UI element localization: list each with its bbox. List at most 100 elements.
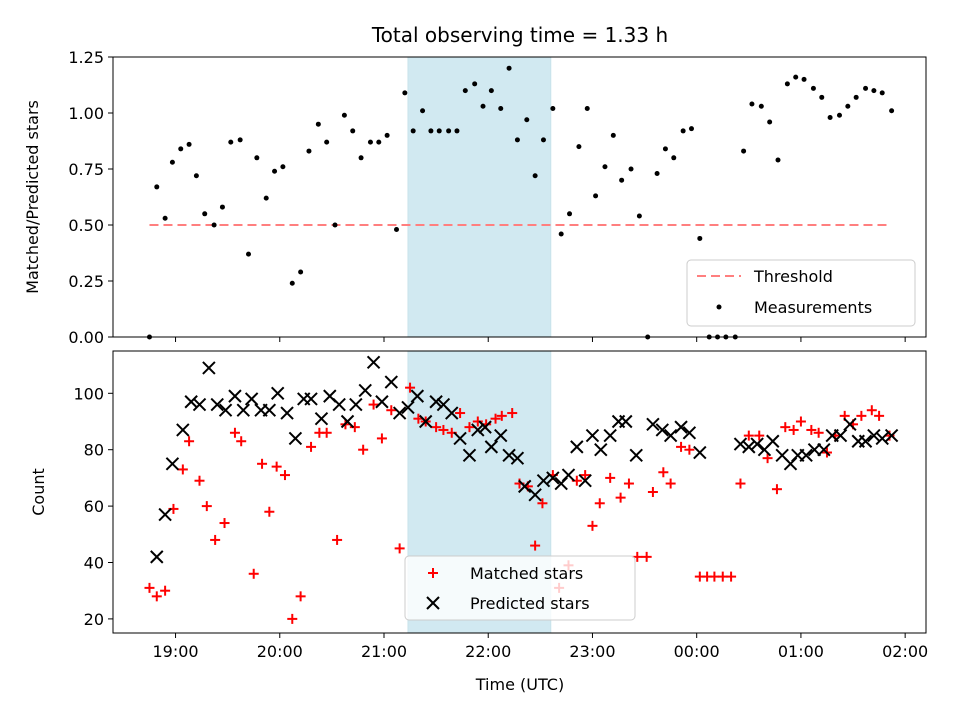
measurement-point — [498, 106, 504, 112]
predicted-star-point — [429, 395, 443, 409]
matched-star-point — [376, 433, 387, 444]
matched-star-point — [264, 506, 275, 517]
predicted-star-point — [445, 406, 459, 420]
measurement-point — [550, 106, 556, 112]
predicted-star-point — [742, 440, 756, 454]
predicted-star-point — [418, 414, 433, 429]
legend-matched-swatch — [428, 568, 438, 578]
x-tick-label: 20:00 — [257, 642, 303, 661]
measurement-point — [272, 168, 278, 174]
x-tick-label: 19:00 — [152, 642, 198, 661]
matched-star-point — [455, 408, 466, 419]
measurement-point — [628, 166, 634, 172]
matched-star-point — [160, 585, 171, 596]
predicted-star-point — [817, 442, 831, 457]
measurement-point — [836, 112, 842, 118]
predicted-star-point — [663, 428, 678, 443]
measurement-point — [619, 177, 625, 183]
measurement-point — [480, 103, 486, 109]
measurement-point — [228, 139, 234, 145]
predicted-star-point — [288, 431, 303, 446]
matched-star-point — [472, 416, 483, 427]
measurement-point — [254, 155, 260, 161]
predicted-star-point — [150, 550, 164, 564]
x-axis-label: Time (UTC) — [475, 675, 564, 694]
matched-star-point — [709, 571, 720, 582]
predicted-star-point — [750, 437, 764, 451]
measurement-point — [237, 137, 243, 143]
matched-star-point — [386, 405, 397, 416]
measurement-point — [178, 146, 184, 152]
x-tick-label: 22:00 — [465, 642, 511, 661]
count-y-axis-label: Count — [29, 468, 48, 516]
measurement-point — [358, 155, 364, 161]
matched-star-point — [762, 453, 773, 464]
measurement-point — [532, 173, 538, 179]
matched-star-point — [496, 410, 507, 421]
matched-star-point — [530, 540, 541, 551]
matched-star-point — [464, 422, 475, 433]
predicted-star-point — [546, 471, 560, 485]
predicted-star-point — [332, 397, 346, 412]
predicted-star-point — [158, 507, 172, 522]
count-x-ticks: 19:00 20:00 21:00 22:00 23:00 00:00 01:00 02:00 — [152, 633, 928, 661]
predicted-star-point — [578, 474, 592, 488]
matched-star-point — [856, 410, 867, 421]
predicted-star-point — [218, 403, 233, 417]
predicted-star-point — [528, 488, 542, 502]
matched-star-point — [332, 534, 343, 545]
measurement-point — [488, 88, 494, 94]
matched-star-point — [368, 399, 379, 410]
measurement-point — [576, 144, 582, 150]
predicted-star-point — [875, 431, 889, 446]
predicted-star-point — [884, 428, 899, 443]
matched-star-point — [780, 422, 791, 433]
measurement-point — [462, 88, 468, 94]
matched-star-point — [735, 478, 746, 489]
predicted-star-point — [471, 423, 485, 437]
count-legend: Matched stars Predicted stars — [404, 555, 636, 621]
measurement-point — [767, 119, 773, 125]
predicted-star-point — [603, 428, 617, 443]
measurement-point — [154, 184, 160, 190]
predicted-star-point — [176, 423, 190, 437]
measurement-point — [169, 159, 175, 165]
ratio-legend-box — [686, 259, 916, 327]
matched-star-point — [615, 492, 626, 503]
ratio-x-ticks — [175, 337, 906, 342]
ratio-legend: Threshold Measurements — [686, 259, 916, 327]
matched-star-point — [287, 613, 298, 624]
y-tick-label: 0.50 — [68, 216, 104, 235]
y-tick-label: 40 — [84, 554, 104, 573]
matched-star-point — [279, 470, 290, 481]
measurement-point — [524, 117, 530, 123]
measurement-point — [879, 90, 885, 96]
predicted-star-point — [165, 457, 180, 471]
predicted-star-point — [733, 437, 748, 451]
measurement-point — [428, 128, 434, 134]
measurement-points — [146, 65, 895, 340]
matched-star-point — [726, 571, 737, 582]
ratio-y-ticks: 0.00 0.25 0.50 0.75 1.00 1.25 — [68, 48, 113, 347]
x-tick-label: 21:00 — [361, 642, 407, 661]
measurement-point — [584, 106, 590, 112]
measurement-point — [749, 101, 755, 107]
matched-star-point — [144, 582, 155, 593]
matched-star-point — [806, 424, 817, 435]
measurement-point — [845, 103, 851, 109]
predicted-star-point — [366, 355, 381, 369]
predicted-star-point — [494, 428, 508, 443]
predicted-star-point — [799, 448, 813, 463]
matched-star-point — [580, 470, 591, 481]
predicted-star-point — [280, 406, 294, 420]
measurement-point — [446, 128, 452, 134]
predicted-star-point — [619, 414, 633, 429]
matched-star-point — [210, 534, 221, 545]
count-legend-box — [404, 555, 636, 621]
measurement-point — [680, 128, 686, 134]
matched-star-point — [788, 424, 799, 435]
legend-predicted-swatch — [426, 596, 440, 610]
predicted-star-point — [536, 474, 551, 488]
measurement-point — [506, 65, 512, 71]
measurement-point — [454, 128, 460, 134]
